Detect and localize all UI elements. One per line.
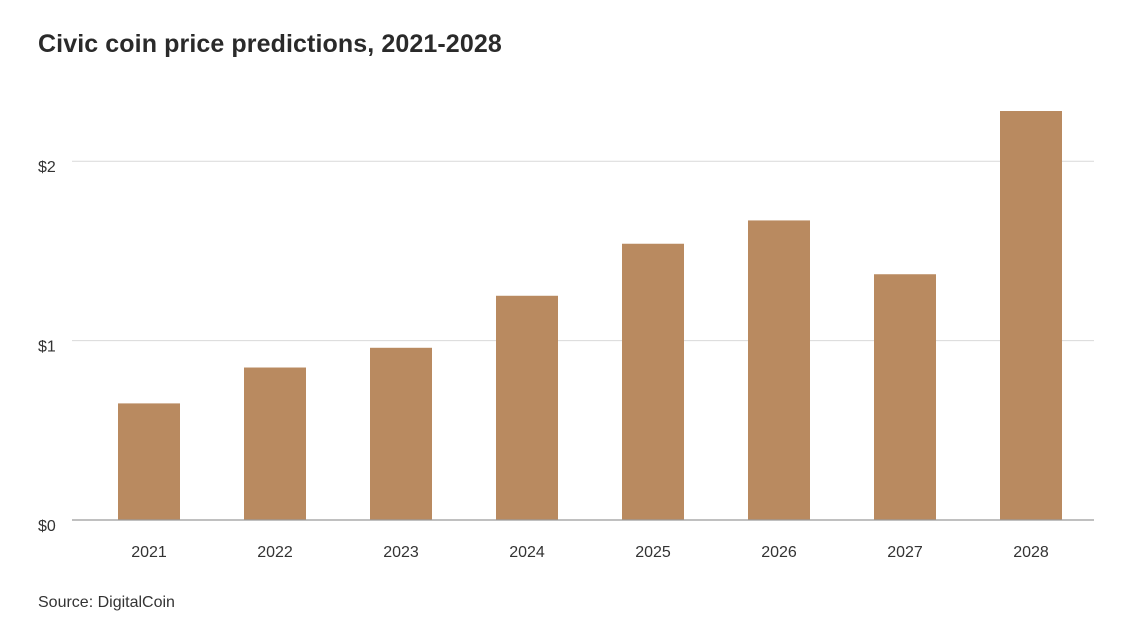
bar-2028 xyxy=(1000,111,1062,520)
bar-2021 xyxy=(118,403,180,520)
bar-2022 xyxy=(244,367,306,520)
x-tick-label: 2026 xyxy=(761,544,797,561)
y-tick-label: $2 xyxy=(38,159,56,176)
x-tick-label: 2022 xyxy=(257,544,293,561)
bar-2025 xyxy=(622,243,684,521)
bar-2023 xyxy=(370,347,432,520)
y-tick-label: $1 xyxy=(38,339,56,356)
bar-2024 xyxy=(496,295,558,520)
x-tick-label: 2024 xyxy=(509,544,545,561)
source-note: Source: DigitalCoin xyxy=(38,594,175,611)
x-tick-label: 2023 xyxy=(383,544,419,561)
bars xyxy=(118,111,1062,521)
axes: $0 $1 $2 2021 2022 2023 2024 2025 2026 2027 2028 xyxy=(38,159,1094,561)
x-tick-label: 2025 xyxy=(635,544,671,561)
chart-title: Civic coin price predictions, 2021-2028 xyxy=(38,30,502,58)
x-tick-label: 2027 xyxy=(887,544,923,561)
bar-2026 xyxy=(748,220,810,520)
y-tick-label: $0 xyxy=(38,518,56,535)
x-tick-label: 2021 xyxy=(131,544,167,561)
x-tick-label: 2028 xyxy=(1013,544,1049,561)
gridlines xyxy=(72,160,1094,342)
bar-2027 xyxy=(874,274,936,520)
